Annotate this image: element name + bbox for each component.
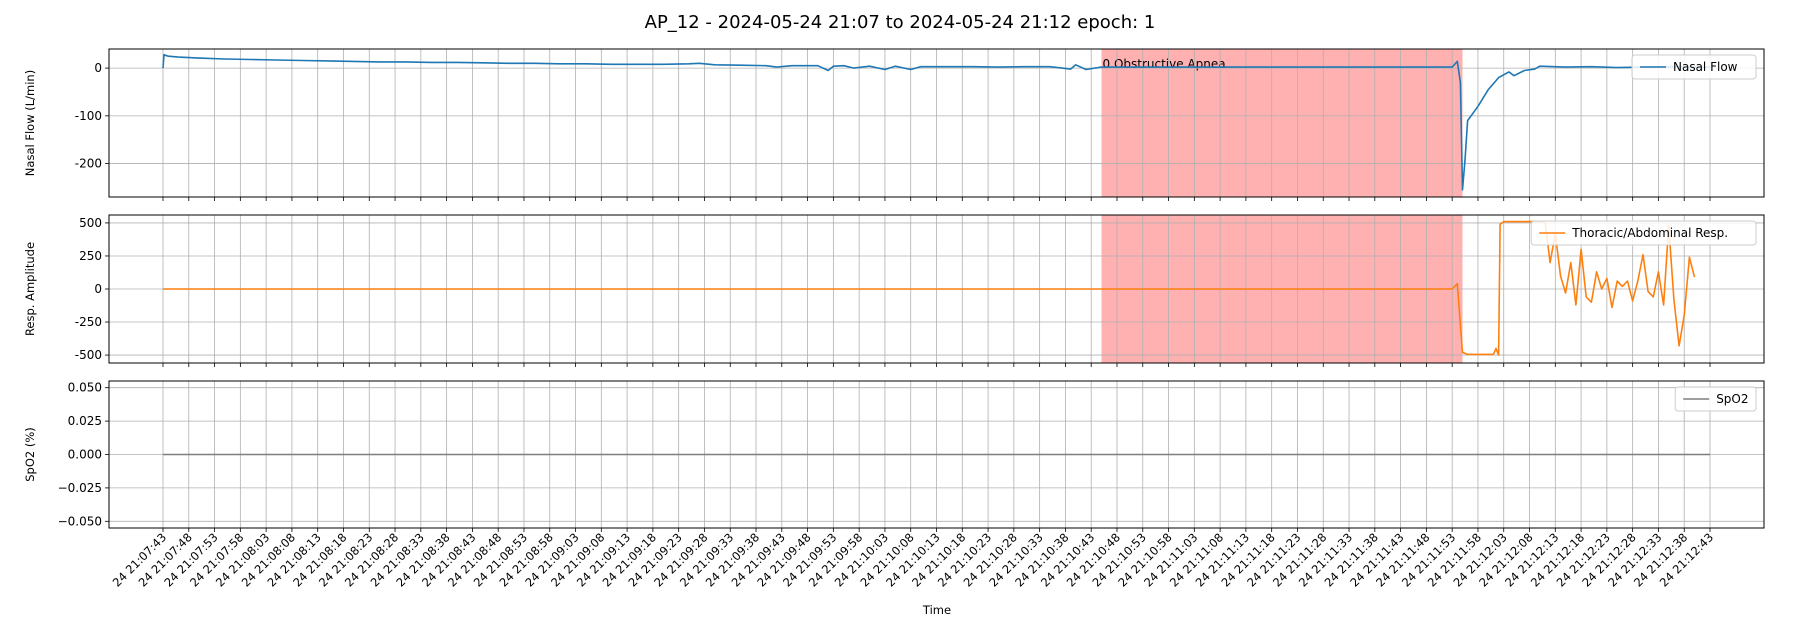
legend-box: [1530, 220, 1757, 246]
legend-box: [1674, 386, 1757, 412]
chart-panel-2: 500 250 0 -250 -500 Resp. Amplitude Thoracic/A…: [23, 214, 1765, 367]
y-tick-label: 0.000: [68, 448, 102, 462]
y-tick-label: 0: [94, 282, 102, 296]
y-tick-label: 0.025: [68, 414, 102, 428]
y-axis-label: SpO2 (%): [23, 427, 37, 482]
y-tick-label: -200: [75, 157, 102, 171]
legend-box: [1631, 54, 1757, 80]
series-line: [162, 53, 1710, 191]
legend-label: Thoracic/Abdominal Resp.: [1571, 226, 1728, 240]
y-tick-label: -500: [75, 348, 102, 362]
chart-panel-3: 0.050 0.025 0.000 −0.025 −0.050 SpO2 (%) SpO2: [23, 380, 1765, 532]
plot-frame: [108, 214, 1765, 364]
y-axis-label: Resp. Amplitude: [23, 242, 37, 336]
y-tick-label: −0.050: [58, 514, 102, 528]
legend-label: SpO2: [1716, 392, 1748, 406]
x-axis-label: Time: [922, 603, 951, 617]
event-region: [1101, 49, 1463, 197]
y-axis-label: Nasal Flow (L/min): [23, 70, 37, 176]
y-tick-label: -250: [75, 315, 102, 329]
y-tick-label: 0: [94, 61, 102, 75]
chart-panel-1: 0 Obstructive Apnea 0 -100 -200 Nasal Flow (…: [23, 48, 1765, 201]
figure-title: AP_12 - 2024-05-24 21:07 to 2024-05-24 2…: [645, 12, 1156, 33]
series-line: [163, 220, 1696, 356]
plot-frame: [108, 48, 1765, 198]
y-tick-label: −0.025: [58, 481, 102, 495]
legend-label: Nasal Flow: [1673, 60, 1738, 74]
y-tick-label: 250: [79, 249, 102, 263]
y-tick-label: 0.050: [68, 381, 102, 395]
y-tick-label: 500: [79, 216, 102, 230]
plot-frame: [108, 380, 1765, 529]
event-label: 0 Obstructive Apnea: [1103, 57, 1226, 71]
y-tick-label: -100: [75, 109, 102, 123]
